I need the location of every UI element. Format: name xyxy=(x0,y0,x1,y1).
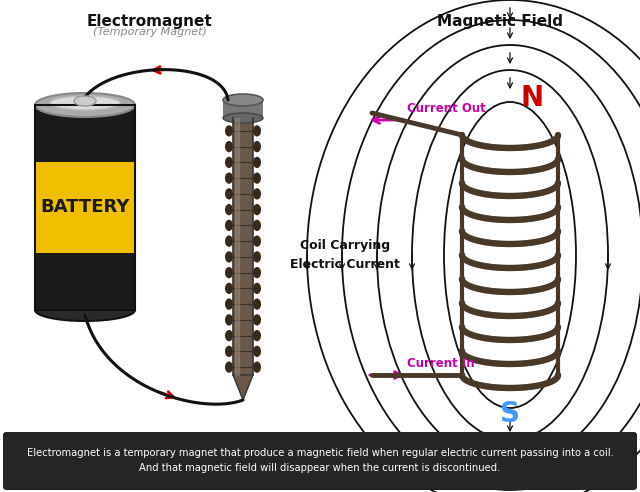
Bar xyxy=(35,162,135,252)
Ellipse shape xyxy=(253,125,261,137)
Ellipse shape xyxy=(35,93,135,117)
Ellipse shape xyxy=(253,173,261,184)
Bar xyxy=(233,118,253,375)
Ellipse shape xyxy=(225,330,233,341)
Ellipse shape xyxy=(225,267,233,278)
Ellipse shape xyxy=(253,283,261,294)
Ellipse shape xyxy=(225,204,233,215)
Ellipse shape xyxy=(225,236,233,247)
Ellipse shape xyxy=(225,314,233,326)
Text: Electromagnet is a temporary magnet that produce a magnetic field when regular e: Electromagnet is a temporary magnet that… xyxy=(27,448,613,458)
Ellipse shape xyxy=(223,94,263,106)
Bar xyxy=(35,105,135,310)
Ellipse shape xyxy=(223,113,263,123)
Ellipse shape xyxy=(253,220,261,231)
Ellipse shape xyxy=(225,125,233,137)
Text: And that magnetic field will disappear when the current is discontinued.: And that magnetic field will disappear w… xyxy=(140,463,500,473)
Ellipse shape xyxy=(225,157,233,168)
Text: Coil Carrying
Electric Current: Coil Carrying Electric Current xyxy=(290,239,400,271)
Ellipse shape xyxy=(253,141,261,153)
Polygon shape xyxy=(233,375,253,400)
Ellipse shape xyxy=(225,220,233,231)
Text: Electromagnet: Electromagnet xyxy=(87,14,213,29)
Ellipse shape xyxy=(225,346,233,357)
Text: Current Out: Current Out xyxy=(407,102,486,115)
Ellipse shape xyxy=(253,362,261,373)
Ellipse shape xyxy=(50,96,120,110)
Ellipse shape xyxy=(225,283,233,294)
Text: BATTERY: BATTERY xyxy=(40,198,130,216)
Ellipse shape xyxy=(225,188,233,200)
Ellipse shape xyxy=(225,362,233,373)
Bar xyxy=(223,100,263,118)
Text: Magnetic Field: Magnetic Field xyxy=(437,14,563,29)
Ellipse shape xyxy=(225,251,233,263)
Ellipse shape xyxy=(253,299,261,310)
Ellipse shape xyxy=(253,236,261,247)
Ellipse shape xyxy=(74,96,96,106)
Ellipse shape xyxy=(253,157,261,168)
Ellipse shape xyxy=(253,204,261,215)
Ellipse shape xyxy=(253,251,261,263)
Ellipse shape xyxy=(225,299,233,310)
Ellipse shape xyxy=(253,267,261,278)
FancyBboxPatch shape xyxy=(3,432,637,490)
Ellipse shape xyxy=(35,299,135,321)
Ellipse shape xyxy=(253,346,261,357)
Ellipse shape xyxy=(253,314,261,326)
Text: N: N xyxy=(520,84,543,112)
Text: Current In: Current In xyxy=(407,357,475,370)
Ellipse shape xyxy=(225,173,233,184)
Ellipse shape xyxy=(253,188,261,200)
Ellipse shape xyxy=(253,330,261,341)
Text: (Temporary Magnet): (Temporary Magnet) xyxy=(93,27,207,37)
Ellipse shape xyxy=(225,141,233,153)
Text: S: S xyxy=(500,400,520,428)
